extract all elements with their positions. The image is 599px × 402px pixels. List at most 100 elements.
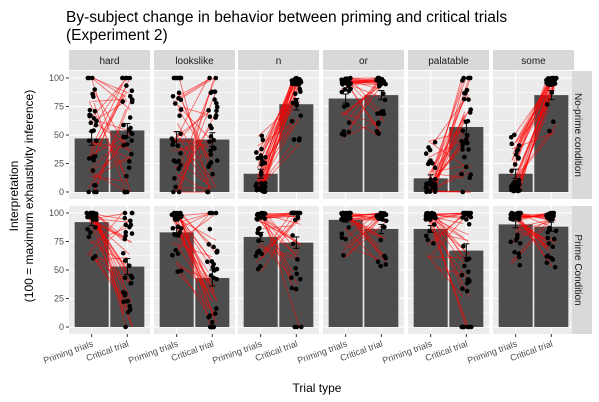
subject-point-critical bbox=[291, 210, 297, 216]
subject-point-critical bbox=[128, 218, 133, 224]
subject-point-priming bbox=[262, 180, 268, 186]
y-tick-label: 100 bbox=[49, 73, 64, 83]
subject-change-line bbox=[174, 269, 216, 314]
subject-point-critical bbox=[298, 113, 304, 118]
facet-strip-hard bbox=[69, 50, 150, 70]
subject-point-critical bbox=[129, 88, 135, 94]
subject-change-line bbox=[265, 79, 300, 154]
facet-label-some: some bbox=[521, 56, 546, 67]
subject-change-line bbox=[176, 109, 208, 142]
subject-change-line bbox=[258, 78, 297, 158]
subject-point-priming bbox=[253, 183, 259, 189]
subject-point-priming bbox=[515, 184, 521, 189]
subject-point-critical bbox=[294, 324, 300, 330]
subject-change-line bbox=[175, 173, 209, 193]
subject-point-critical bbox=[553, 228, 559, 234]
subject-point-critical bbox=[208, 90, 214, 96]
subject-point-priming bbox=[177, 113, 182, 119]
subject-point-critical bbox=[376, 78, 382, 83]
subject-change-line bbox=[96, 222, 123, 238]
bar-critical-trial bbox=[449, 250, 484, 327]
subject-change-line bbox=[428, 212, 469, 260]
subject-point-priming bbox=[171, 231, 177, 237]
subject-point-critical bbox=[544, 213, 549, 218]
subject-point-critical bbox=[211, 244, 216, 250]
subject-point-critical bbox=[297, 276, 303, 282]
facet-label-palatable: palatable bbox=[428, 56, 469, 67]
subject-point-critical bbox=[124, 83, 129, 88]
subject-change-line bbox=[428, 140, 465, 167]
subject-point-critical bbox=[374, 213, 380, 219]
subject-point-priming bbox=[255, 266, 261, 272]
subject-point-critical bbox=[209, 320, 215, 325]
subject-change-line bbox=[258, 118, 300, 188]
subject-point-critical bbox=[207, 114, 213, 119]
subject-point-priming bbox=[343, 236, 348, 242]
subject-point-critical bbox=[382, 97, 388, 103]
facet-label-lookslike: lookslike bbox=[175, 56, 214, 67]
subject-point-priming bbox=[513, 237, 519, 243]
subject-point-critical bbox=[122, 210, 128, 216]
subject-change-line bbox=[515, 82, 552, 154]
subject-point-critical bbox=[126, 263, 132, 268]
subject-change-line bbox=[427, 212, 467, 246]
subject-point-critical bbox=[466, 212, 471, 218]
subject-change-line bbox=[346, 219, 378, 231]
subject-point-critical bbox=[122, 189, 128, 195]
subject-point-priming bbox=[508, 187, 514, 193]
subject-point-critical bbox=[120, 289, 126, 295]
y-axis-title-line2: (100 = maximum exhaustivity inference) bbox=[22, 90, 36, 302]
subject-change-line bbox=[515, 80, 551, 164]
subject-change-line bbox=[180, 212, 218, 240]
subject-point-priming bbox=[171, 212, 176, 218]
subject-point-critical bbox=[380, 91, 386, 96]
subject-point-critical bbox=[289, 275, 294, 280]
subject-change-line bbox=[173, 216, 216, 241]
subject-point-critical bbox=[460, 140, 466, 146]
subject-point-priming bbox=[341, 104, 347, 109]
subject-change-line bbox=[92, 77, 130, 94]
subject-change-line bbox=[428, 88, 470, 179]
bar-critical-trial bbox=[534, 95, 569, 192]
subject-change-line bbox=[87, 140, 132, 151]
subject-point-critical bbox=[123, 222, 129, 228]
subject-change-line bbox=[429, 77, 470, 193]
subject-change-line bbox=[90, 98, 127, 102]
subject-change-line bbox=[92, 77, 127, 128]
subject-point-critical bbox=[212, 89, 218, 94]
subject-point-critical bbox=[214, 158, 220, 163]
subject-point-priming bbox=[424, 189, 429, 195]
subject-change-line bbox=[516, 82, 552, 190]
subject-point-priming bbox=[172, 101, 178, 106]
subject-point-critical bbox=[120, 75, 126, 81]
subject-point-priming bbox=[346, 129, 352, 135]
subject-point-critical bbox=[460, 128, 466, 133]
subject-point-critical bbox=[295, 214, 301, 220]
subject-point-critical bbox=[128, 222, 134, 228]
subject-change-line bbox=[93, 118, 132, 133]
subject-point-priming bbox=[93, 253, 98, 259]
subject-change-line bbox=[95, 218, 133, 328]
subject-change-line bbox=[264, 214, 301, 225]
subject-point-critical bbox=[551, 211, 556, 216]
subject-point-priming bbox=[339, 235, 345, 241]
subject-point-priming bbox=[346, 120, 352, 126]
subject-point-critical bbox=[289, 118, 295, 124]
subject-point-critical bbox=[293, 91, 298, 96]
subject-change-line bbox=[340, 112, 378, 124]
subject-point-priming bbox=[90, 168, 96, 173]
subject-point-priming bbox=[423, 233, 429, 239]
subject-point-critical bbox=[213, 75, 219, 81]
subject-change-line bbox=[91, 77, 131, 111]
subject-point-critical bbox=[465, 269, 471, 275]
subject-change-line bbox=[178, 94, 209, 159]
subject-point-priming bbox=[92, 108, 98, 114]
subject-point-priming bbox=[94, 118, 99, 124]
subject-point-critical bbox=[460, 78, 465, 83]
subject-point-priming bbox=[346, 77, 352, 82]
subject-point-priming bbox=[178, 75, 184, 81]
subject-point-critical bbox=[553, 75, 559, 81]
subject-point-critical bbox=[463, 164, 469, 170]
subject-point-critical bbox=[544, 254, 550, 259]
subject-change-line bbox=[89, 175, 126, 182]
